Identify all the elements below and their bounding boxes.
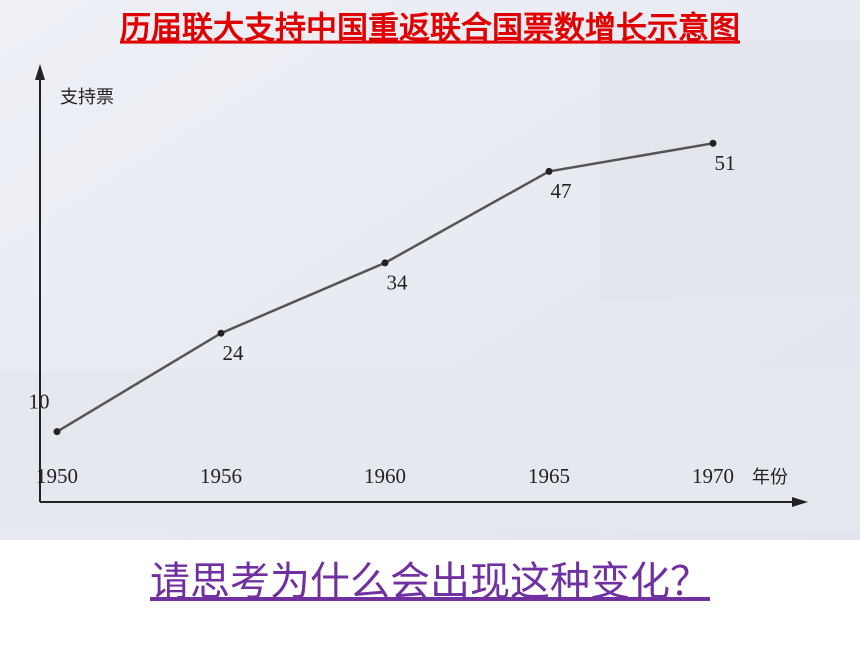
x-tick-label: 1956	[200, 464, 242, 488]
data-label: 51	[715, 151, 736, 175]
x-axis-arrow	[792, 497, 808, 507]
data-point	[709, 139, 717, 147]
question: 请思考为什么会出现这种变化？	[150, 559, 710, 605]
data-label: 10	[29, 389, 50, 413]
data-label: 34	[387, 271, 409, 295]
x-tick-label: 1950	[36, 464, 78, 488]
data-point	[53, 428, 61, 436]
data-label: 24	[223, 341, 245, 365]
background-patch	[600, 40, 860, 300]
y-axis-label: 支持票	[60, 87, 114, 108]
data-point	[217, 329, 225, 337]
y-axis-arrow	[35, 64, 45, 80]
data-point	[545, 167, 553, 175]
data-point	[381, 259, 389, 267]
x-tick-label: 1970	[692, 464, 734, 488]
chart-title: 历届联大支持中国重返联合国票数增长示意图	[120, 11, 740, 47]
x-axis-label: 年份	[752, 467, 788, 488]
background-patch	[0, 370, 860, 530]
x-tick-label: 1965	[528, 464, 570, 488]
x-tick-label: 1960	[364, 464, 406, 488]
data-label: 47	[551, 179, 572, 203]
